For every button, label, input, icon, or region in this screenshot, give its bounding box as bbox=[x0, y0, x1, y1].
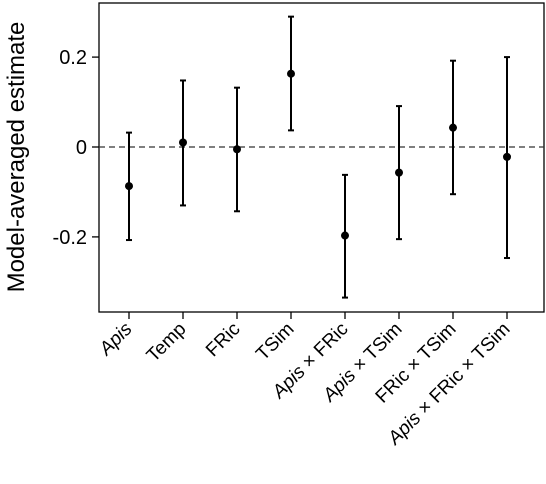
error-bar-point bbox=[233, 86, 241, 213]
x-category-label: TSim bbox=[252, 319, 298, 365]
x-category-label-part: TSim bbox=[252, 319, 298, 365]
y-tick-label: -0.2 bbox=[53, 227, 87, 249]
error-bar-series bbox=[125, 15, 511, 299]
x-category-label: Temp bbox=[143, 319, 191, 367]
estimate-point bbox=[395, 168, 403, 177]
error-bar-point bbox=[287, 15, 295, 132]
error-bar-point bbox=[503, 56, 511, 260]
x-category-label-part: Apis bbox=[95, 318, 137, 360]
x-category-label-part: FRic bbox=[202, 319, 244, 361]
y-axis-title: Model-averaged estimate bbox=[3, 22, 30, 293]
estimate-point bbox=[503, 152, 511, 161]
estimate-point bbox=[287, 69, 295, 78]
x-category-label-part: Temp bbox=[143, 319, 191, 367]
y-axis: 0.2 0 -0.2 bbox=[53, 47, 99, 249]
y-tick-label: 0 bbox=[76, 137, 87, 159]
estimate-point bbox=[125, 182, 133, 191]
y-tick-label: 0.2 bbox=[59, 47, 87, 69]
estimate-point bbox=[233, 145, 241, 154]
x-category-label: FRic bbox=[202, 319, 244, 361]
error-bar-point bbox=[125, 131, 133, 242]
error-bar-point bbox=[341, 173, 349, 299]
x-category-label-part: × FRic × TSim bbox=[410, 319, 514, 423]
plot-frame bbox=[98, 2, 545, 313]
estimate-point bbox=[179, 138, 187, 147]
estimate-point bbox=[449, 123, 457, 132]
error-bar-point bbox=[179, 79, 187, 207]
estimate-point bbox=[341, 231, 349, 240]
error-bar-point bbox=[395, 105, 403, 241]
error-bar-point bbox=[449, 59, 457, 196]
x-category-label: Apis bbox=[95, 318, 137, 360]
